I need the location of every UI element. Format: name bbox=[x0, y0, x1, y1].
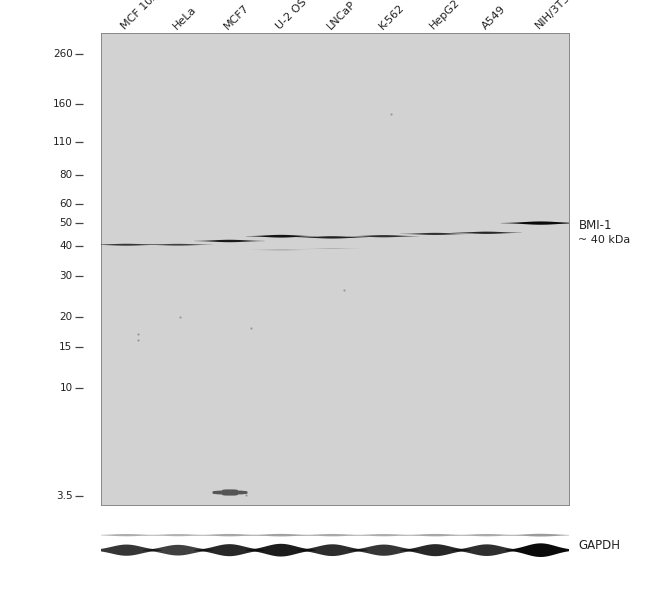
Polygon shape bbox=[349, 544, 419, 556]
Polygon shape bbox=[246, 534, 316, 537]
Text: 30: 30 bbox=[59, 271, 73, 281]
Polygon shape bbox=[501, 222, 580, 225]
Polygon shape bbox=[194, 534, 265, 537]
Text: BMI-1: BMI-1 bbox=[578, 219, 612, 232]
Text: HepG2: HepG2 bbox=[428, 0, 462, 31]
Polygon shape bbox=[452, 544, 522, 556]
Text: 3.5: 3.5 bbox=[56, 491, 73, 501]
Polygon shape bbox=[452, 534, 522, 536]
Text: MCF 10A: MCF 10A bbox=[120, 0, 161, 31]
Polygon shape bbox=[143, 534, 213, 536]
Polygon shape bbox=[297, 544, 367, 556]
Text: ~ 40 kDa: ~ 40 kDa bbox=[578, 235, 630, 245]
Polygon shape bbox=[194, 240, 265, 242]
Text: 50: 50 bbox=[59, 218, 73, 228]
Text: LNCaP: LNCaP bbox=[326, 0, 358, 31]
Polygon shape bbox=[92, 243, 162, 246]
Polygon shape bbox=[297, 236, 367, 239]
Text: NIH/3T3: NIH/3T3 bbox=[534, 0, 572, 31]
Polygon shape bbox=[400, 233, 471, 235]
Polygon shape bbox=[250, 249, 311, 251]
Polygon shape bbox=[194, 544, 265, 556]
Polygon shape bbox=[400, 544, 471, 556]
Polygon shape bbox=[304, 248, 361, 249]
Polygon shape bbox=[452, 232, 522, 234]
Text: 40: 40 bbox=[59, 241, 73, 251]
Text: HeLa: HeLa bbox=[171, 4, 198, 31]
Polygon shape bbox=[143, 545, 213, 556]
Text: U-2 OS: U-2 OS bbox=[274, 0, 308, 31]
Text: 15: 15 bbox=[59, 342, 73, 352]
Text: K-562: K-562 bbox=[377, 2, 406, 31]
Polygon shape bbox=[349, 534, 419, 536]
Polygon shape bbox=[349, 235, 419, 238]
Text: 260: 260 bbox=[53, 49, 73, 59]
Polygon shape bbox=[400, 534, 471, 537]
Polygon shape bbox=[92, 544, 162, 556]
Polygon shape bbox=[246, 235, 316, 238]
Text: 10: 10 bbox=[59, 384, 73, 394]
Polygon shape bbox=[297, 534, 367, 537]
Text: 110: 110 bbox=[53, 137, 73, 147]
Text: 80: 80 bbox=[59, 170, 73, 180]
Text: MCF7: MCF7 bbox=[222, 2, 252, 31]
Text: 20: 20 bbox=[59, 312, 73, 322]
Text: A549: A549 bbox=[480, 4, 507, 31]
Polygon shape bbox=[506, 543, 576, 557]
Polygon shape bbox=[143, 244, 213, 246]
Text: 160: 160 bbox=[53, 99, 73, 109]
Polygon shape bbox=[92, 534, 162, 536]
Polygon shape bbox=[506, 534, 576, 537]
Text: 60: 60 bbox=[59, 199, 73, 209]
Polygon shape bbox=[246, 544, 316, 557]
Text: GAPDH: GAPDH bbox=[578, 539, 621, 551]
